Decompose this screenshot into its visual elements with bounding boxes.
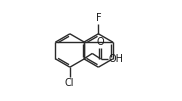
Text: OH: OH bbox=[108, 54, 123, 64]
Text: F: F bbox=[96, 13, 101, 23]
Text: Cl: Cl bbox=[65, 78, 74, 88]
Text: O: O bbox=[96, 37, 104, 47]
